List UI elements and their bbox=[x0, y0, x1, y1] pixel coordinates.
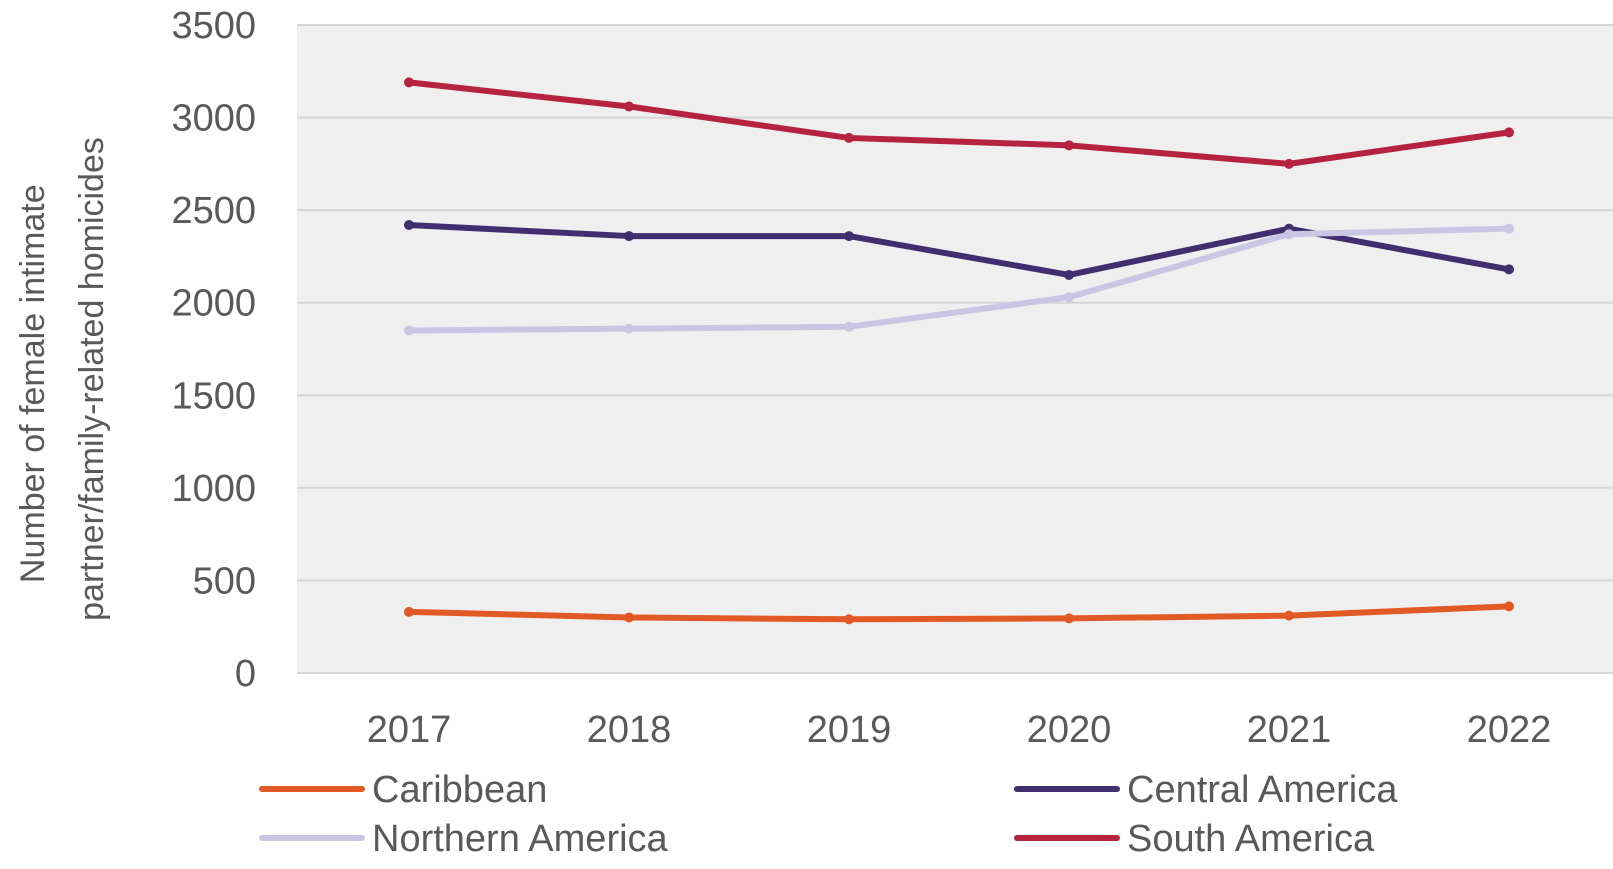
data-point bbox=[844, 321, 854, 332]
data-point bbox=[404, 325, 414, 336]
data-point bbox=[1064, 613, 1074, 624]
data-point bbox=[1284, 229, 1294, 240]
data-point bbox=[1064, 140, 1074, 151]
data-point bbox=[1064, 269, 1074, 280]
data-point bbox=[1504, 127, 1514, 138]
data-point bbox=[404, 606, 414, 617]
series-south-america bbox=[404, 77, 1514, 169]
series-northern-america bbox=[404, 223, 1514, 336]
legend-item: South America bbox=[1014, 818, 1375, 860]
x-tick-label: 2017 bbox=[367, 709, 452, 751]
legend-label: Northern America bbox=[372, 818, 669, 860]
y-axis-label-line-1: Number of female intimate bbox=[14, 184, 52, 583]
x-tick-label: 2022 bbox=[1467, 709, 1552, 751]
series-caribbean bbox=[404, 601, 1514, 625]
data-point bbox=[844, 614, 854, 625]
series-line bbox=[406, 225, 1512, 334]
data-point bbox=[404, 219, 414, 230]
y-tick-label: 3500 bbox=[171, 5, 256, 47]
x-tick-label: 2021 bbox=[1247, 709, 1332, 751]
y-axis-ticks: 0 500 1000 1500 2000 2500 3000 3500 bbox=[171, 5, 256, 695]
data-point bbox=[1284, 610, 1294, 621]
data-point bbox=[624, 323, 634, 334]
data-point bbox=[624, 101, 634, 112]
data-point bbox=[1284, 158, 1294, 169]
data-point bbox=[844, 132, 854, 143]
series-line bbox=[406, 603, 1512, 623]
y-tick-label: 2500 bbox=[171, 190, 256, 232]
y-tick-label: 3000 bbox=[171, 98, 256, 140]
y-tick-label: 1500 bbox=[171, 375, 256, 417]
x-tick-label: 2020 bbox=[1027, 709, 1112, 751]
plot-area-background bbox=[297, 25, 1613, 673]
y-tick-label: 1000 bbox=[171, 468, 256, 510]
legend-item: Caribbean bbox=[259, 769, 547, 811]
legend-item: Northern America bbox=[259, 818, 669, 860]
y-tick-label: 0 bbox=[235, 653, 256, 695]
legend-label: Central America bbox=[1127, 769, 1398, 811]
data-point bbox=[1504, 601, 1514, 612]
series-line bbox=[406, 79, 1512, 167]
data-point bbox=[844, 231, 854, 242]
x-axis-ticks: 2017 2018 2019 2020 2021 2022 bbox=[367, 709, 1552, 751]
data-point bbox=[1504, 223, 1514, 234]
series-lines bbox=[404, 77, 1514, 625]
data-point bbox=[1064, 292, 1074, 303]
y-tick-label: 2000 bbox=[171, 283, 256, 325]
legend: Caribbean Central America Northern America… bbox=[259, 769, 1398, 860]
y-axis-label-line-2: partner/family-related homicides bbox=[73, 137, 111, 621]
gridlines bbox=[297, 24, 1613, 674]
legend-label: Caribbean bbox=[372, 769, 547, 811]
y-tick-label: 500 bbox=[193, 560, 256, 602]
data-point bbox=[1504, 264, 1514, 275]
data-point bbox=[404, 77, 414, 88]
legend-label: South America bbox=[1127, 818, 1375, 860]
x-tick-label: 2018 bbox=[587, 709, 672, 751]
data-point bbox=[624, 231, 634, 242]
data-point bbox=[624, 612, 634, 623]
x-tick-label: 2019 bbox=[807, 709, 892, 751]
legend-item: Central America bbox=[1014, 769, 1398, 811]
y-axis-label: Number of female intimate partner/family… bbox=[14, 137, 111, 621]
